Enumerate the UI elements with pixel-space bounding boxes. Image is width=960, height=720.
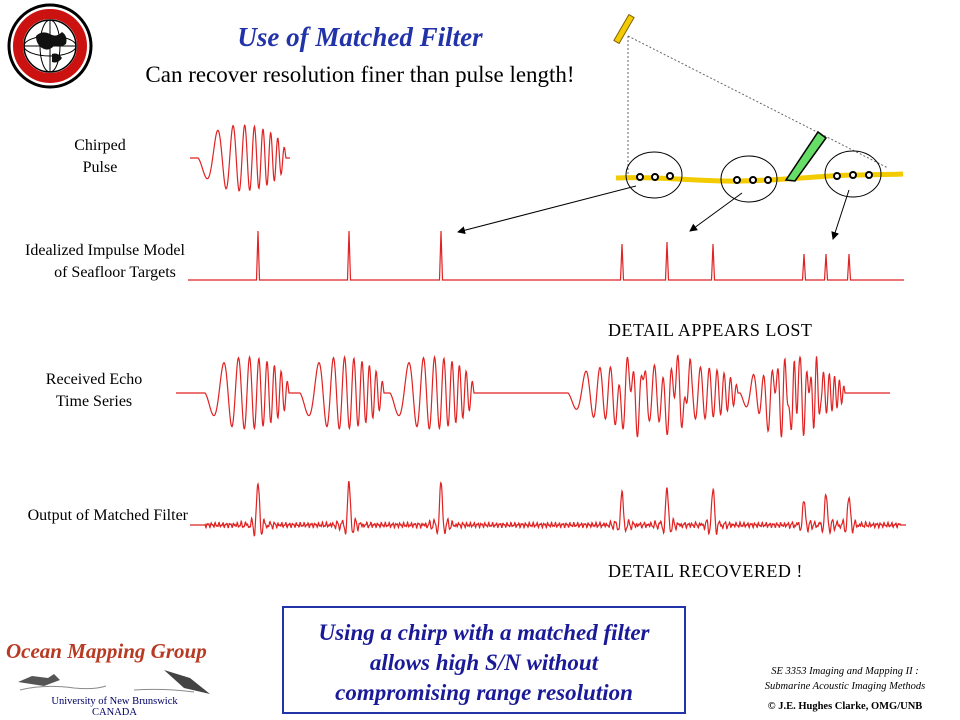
label-impulse-model: Idealized Impulse Model of Seafloor Targ… xyxy=(25,242,185,281)
caption-detail-recovered: DETAIL RECOVERED ! xyxy=(608,561,803,581)
transducer-icon xyxy=(613,13,635,45)
university-name: University of New Brunswick CANADA xyxy=(51,696,178,718)
sonar-fish-icon xyxy=(14,664,214,700)
matched-filter-output-trace xyxy=(190,480,906,537)
target-cluster-2 xyxy=(720,155,778,203)
seafloor-targets xyxy=(636,171,873,184)
slide-title: Use of Matched Filter xyxy=(237,22,483,52)
copyright-line: © J.E. Hughes Clarke, OMG/UNB xyxy=(767,701,923,712)
seafloor-profile xyxy=(615,171,904,184)
arrow-cluster-2 xyxy=(689,192,743,232)
label-chirped-pulse: Chirped Pulse xyxy=(74,137,126,176)
slide-subtitle: Can recover resolution finer than pulse … xyxy=(145,62,575,87)
ocean-mapping-group-title: Ocean Mapping Group xyxy=(6,639,207,663)
target-cluster-3 xyxy=(824,150,882,198)
course-info: SE 3353 Imaging and Mapping II : Submari… xyxy=(764,666,926,692)
received-echo-right xyxy=(560,354,890,438)
label-received-echo: Received Echo Time Series xyxy=(45,371,143,410)
label-matched-output: Output of Matched Filter xyxy=(27,507,188,524)
impulse-model-trace xyxy=(188,230,904,281)
received-echo-left xyxy=(176,355,560,431)
summary-box: Using a chirp with a matched filter allo… xyxy=(282,606,686,714)
arrow-cluster-3 xyxy=(831,189,850,240)
caption-detail-lost: DETAIL APPEARS LOST xyxy=(608,320,813,340)
arrow-cluster-1 xyxy=(457,185,637,235)
seafloor-feature xyxy=(784,130,828,182)
university-seal-icon xyxy=(6,2,94,90)
chirped-pulse-wave xyxy=(190,124,290,192)
beam-line-oblique xyxy=(627,35,889,169)
target-cluster-1 xyxy=(625,151,683,199)
